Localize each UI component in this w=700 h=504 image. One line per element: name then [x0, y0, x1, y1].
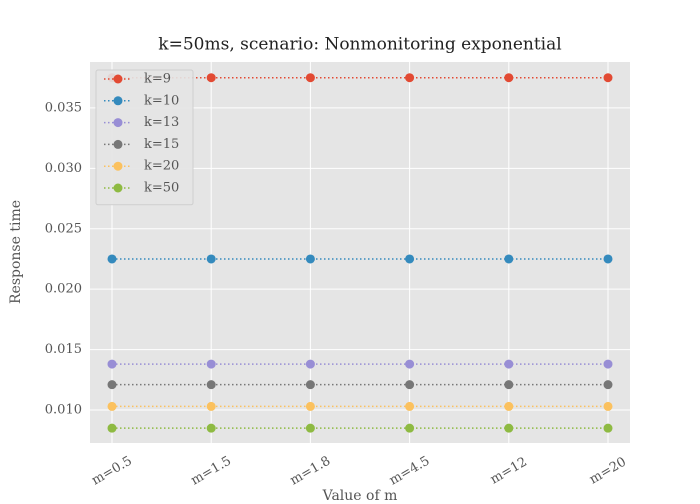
x-tick-label: m=4.5 — [387, 454, 433, 489]
y-tick-label: 0.020 — [45, 282, 82, 297]
data-point — [405, 401, 415, 411]
data-point — [405, 380, 415, 390]
x-tick-label: m=1.5 — [188, 454, 234, 489]
legend-marker — [113, 161, 123, 171]
legend-label: k=15 — [144, 137, 179, 152]
x-axis-label: Value of m — [322, 488, 398, 500]
legend-label: k=9 — [144, 72, 171, 87]
grid — [90, 62, 630, 443]
data-point — [305, 73, 315, 83]
data-point — [206, 401, 216, 411]
y-axis-label: Response time — [8, 200, 24, 304]
data-point — [206, 359, 216, 369]
data-point — [504, 254, 514, 264]
data-point — [603, 73, 613, 83]
chart-title: k=50ms, scenario: Nonmonitoring exponent… — [158, 35, 561, 55]
legend-marker — [113, 183, 123, 193]
legend-marker — [113, 96, 123, 106]
data-point — [107, 401, 117, 411]
data-point — [206, 380, 216, 390]
legend-marker — [113, 74, 123, 84]
y-tick-label: 0.010 — [45, 403, 82, 418]
data-point — [405, 359, 415, 369]
data-point — [504, 359, 514, 369]
data-point — [405, 73, 415, 83]
y-tick-label: 0.035 — [45, 100, 82, 115]
y-tick-label: 0.030 — [45, 161, 82, 176]
data-point — [603, 401, 613, 411]
data-point — [603, 359, 613, 369]
x-tick-label: m=0.5 — [89, 454, 135, 489]
data-point — [603, 380, 613, 390]
data-point — [107, 423, 117, 433]
data-point — [405, 254, 415, 264]
data-point — [504, 423, 514, 433]
data-point — [206, 73, 216, 83]
x-tick-label: m=20 — [587, 455, 629, 488]
data-point — [504, 380, 514, 390]
data-point — [206, 254, 216, 264]
legend: k=9 k=10 k=13 k=15 k=20 k=50 — [95, 69, 194, 206]
data-point — [206, 423, 216, 433]
data-point — [504, 401, 514, 411]
data-point — [603, 423, 613, 433]
data-point — [305, 380, 315, 390]
data-point — [305, 423, 315, 433]
y-tick-label: 0.015 — [45, 342, 82, 357]
data-point — [107, 359, 117, 369]
data-point — [107, 380, 117, 390]
data-point — [305, 401, 315, 411]
data-point — [504, 73, 514, 83]
legend-label: k=50 — [144, 181, 179, 196]
legend-label: k=20 — [144, 159, 179, 174]
data-point — [107, 254, 117, 264]
data-point — [603, 254, 613, 264]
data-point — [305, 359, 315, 369]
legend-label: k=10 — [144, 93, 179, 108]
data-point — [405, 423, 415, 433]
y-tick-label: 0.025 — [45, 221, 82, 236]
legend-marker — [113, 118, 123, 128]
marks — [107, 73, 613, 433]
legend-label: k=13 — [144, 115, 179, 130]
legend-marker — [113, 139, 123, 149]
x-tick-label: m=12 — [488, 455, 530, 488]
x-tick-label: m=1.8 — [288, 454, 334, 489]
data-point — [305, 254, 315, 264]
